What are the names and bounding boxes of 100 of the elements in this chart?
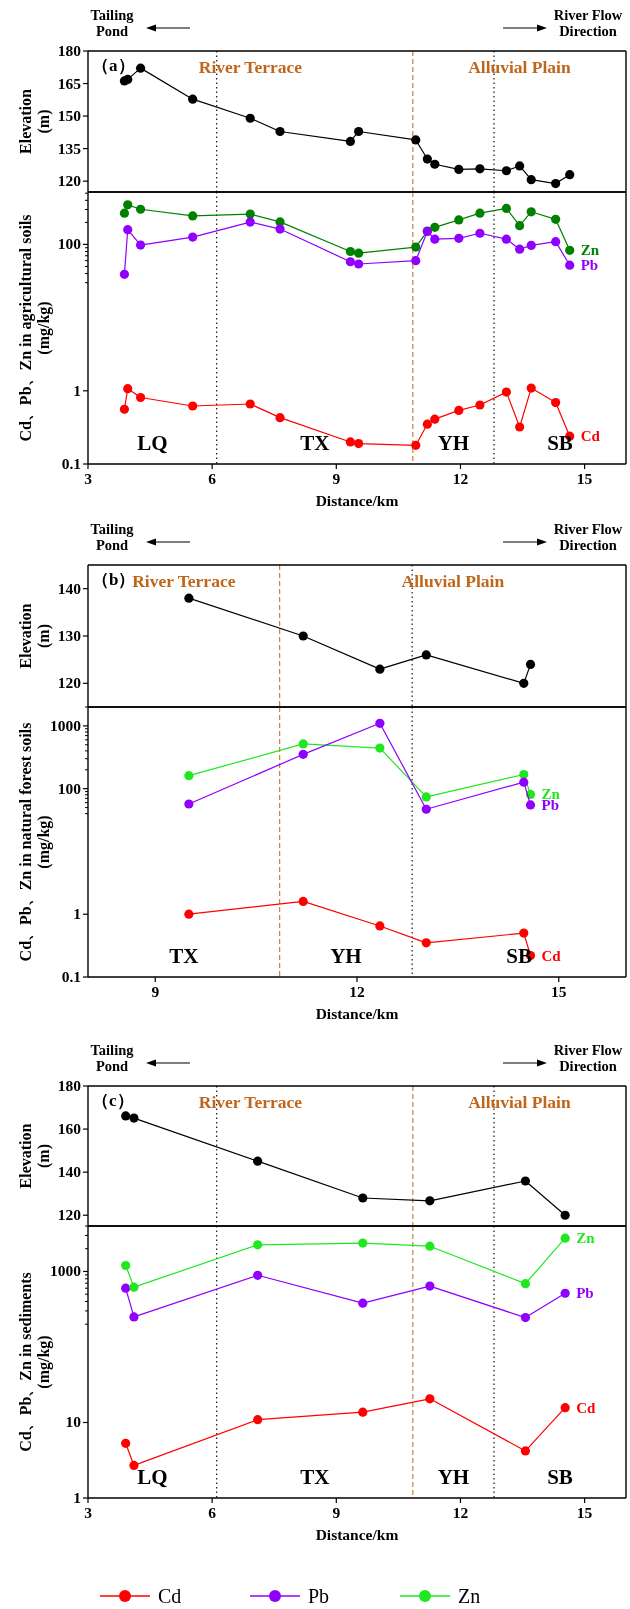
point bbox=[375, 664, 385, 674]
point bbox=[501, 203, 511, 214]
point bbox=[121, 1111, 131, 1121]
point bbox=[188, 401, 198, 411]
annotation: River Terrace bbox=[198, 57, 303, 77]
legend-label: Pb bbox=[308, 1585, 330, 1607]
point bbox=[375, 718, 385, 728]
x-tick-label: 12 bbox=[452, 470, 469, 487]
point bbox=[245, 399, 255, 409]
point bbox=[358, 1298, 368, 1308]
point bbox=[135, 204, 146, 214]
y-tick-label: 1000 bbox=[50, 716, 82, 734]
point bbox=[253, 1270, 263, 1280]
text: Tailing Pond bbox=[90, 520, 135, 554]
point bbox=[184, 799, 194, 809]
point bbox=[421, 792, 431, 802]
point bbox=[253, 1156, 263, 1166]
point bbox=[421, 804, 431, 814]
point bbox=[253, 1240, 263, 1250]
point bbox=[519, 769, 529, 780]
point bbox=[525, 800, 536, 810]
point bbox=[526, 175, 536, 185]
point bbox=[425, 1394, 435, 1404]
point bbox=[411, 256, 421, 266]
y-tick-label: 10 bbox=[65, 1413, 82, 1431]
annotation: YH bbox=[330, 944, 362, 968]
point bbox=[520, 1176, 531, 1186]
point bbox=[565, 245, 575, 255]
point bbox=[515, 161, 525, 171]
x-axis-title: Distance/km bbox=[315, 1005, 399, 1022]
point bbox=[129, 1460, 139, 1471]
point bbox=[119, 208, 130, 218]
y-tick-label: 120 bbox=[57, 172, 82, 190]
y-tick-label: 100 bbox=[57, 235, 82, 253]
series-label: Cd bbox=[541, 947, 562, 964]
y-tick-label: 1 bbox=[73, 381, 81, 399]
y-tick-label: 180 bbox=[57, 1077, 82, 1094]
x-tick-label: 12 bbox=[349, 983, 365, 1000]
annotation: Alluvial Plain bbox=[468, 1092, 571, 1112]
x-tick-label: 3 bbox=[84, 1504, 93, 1521]
point bbox=[454, 233, 464, 243]
point bbox=[188, 211, 198, 221]
y-axis-title: Elevation (m) bbox=[17, 88, 53, 154]
point bbox=[275, 126, 285, 137]
point bbox=[526, 240, 536, 250]
point bbox=[551, 237, 561, 247]
point bbox=[354, 248, 364, 258]
text: Zn bbox=[576, 1230, 595, 1247]
y-axis-title: Elevation (m) bbox=[17, 603, 53, 669]
y-tick-label: 0.1 bbox=[61, 455, 81, 472]
x-tick-label: 6 bbox=[208, 470, 217, 487]
point bbox=[551, 214, 561, 224]
point bbox=[430, 414, 440, 424]
point bbox=[411, 135, 421, 145]
point bbox=[515, 244, 525, 254]
point bbox=[454, 164, 464, 175]
x-tick-label: 9 bbox=[151, 983, 160, 1000]
y-axis-title: Cd、Pb、Zn in agricultural soils (mg/kg) bbox=[17, 214, 53, 442]
annotation: YH bbox=[437, 1465, 470, 1489]
point bbox=[519, 678, 529, 688]
point bbox=[121, 1438, 131, 1448]
y-tick-label: 1000 bbox=[50, 1262, 82, 1280]
y-tick-label: 0.1 bbox=[61, 968, 81, 985]
point bbox=[430, 222, 440, 232]
text: River Flow Direction bbox=[553, 6, 623, 40]
point bbox=[525, 659, 536, 669]
point bbox=[184, 909, 194, 919]
annotation: （c） bbox=[92, 1091, 134, 1110]
point bbox=[345, 246, 355, 257]
point bbox=[358, 1238, 368, 1248]
legend-label: Cd bbox=[158, 1585, 182, 1607]
x-tick-label: 15 bbox=[576, 470, 593, 487]
y-tick-label: 1 bbox=[73, 905, 81, 923]
x-tick-label: 6 bbox=[208, 1504, 217, 1521]
y-tick-label: 140 bbox=[57, 579, 82, 597]
point bbox=[520, 1446, 531, 1456]
point bbox=[411, 242, 421, 252]
point bbox=[119, 404, 130, 414]
point bbox=[129, 1282, 139, 1292]
point bbox=[430, 159, 440, 169]
text: Tailing Pond bbox=[90, 6, 135, 40]
point bbox=[129, 1113, 139, 1123]
point bbox=[358, 1407, 368, 1417]
y-tick-label: 100 bbox=[57, 779, 82, 797]
point bbox=[184, 593, 194, 603]
y-axis-title: Elevation (m) bbox=[17, 1123, 53, 1189]
point bbox=[560, 1210, 570, 1220]
point bbox=[430, 234, 440, 244]
point bbox=[354, 439, 364, 449]
annotation: TX bbox=[300, 1465, 330, 1489]
point bbox=[519, 777, 529, 787]
annotation: （a） bbox=[92, 56, 135, 75]
y-axis-title: Cd、Pb、Zn in sediments (mg/kg) bbox=[17, 1272, 53, 1452]
point bbox=[475, 228, 485, 238]
point bbox=[245, 113, 255, 123]
point bbox=[565, 170, 575, 180]
x-tick-label: 12 bbox=[452, 1504, 469, 1521]
point bbox=[560, 1233, 570, 1243]
point bbox=[345, 136, 355, 147]
annotation: TX bbox=[169, 944, 199, 968]
